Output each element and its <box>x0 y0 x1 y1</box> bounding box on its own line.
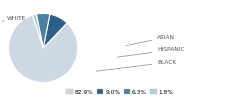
Text: HISPANIC: HISPANIC <box>117 47 185 57</box>
Wedge shape <box>9 15 78 82</box>
Text: WHITE: WHITE <box>2 16 26 21</box>
Wedge shape <box>43 14 67 48</box>
Wedge shape <box>33 14 43 48</box>
Legend: 82.9%, 9.0%, 6.3%, 1.8%: 82.9%, 9.0%, 6.3%, 1.8% <box>64 87 176 97</box>
Text: ASIAN: ASIAN <box>126 35 175 46</box>
Text: BLACK: BLACK <box>96 60 176 71</box>
Wedge shape <box>36 14 50 48</box>
